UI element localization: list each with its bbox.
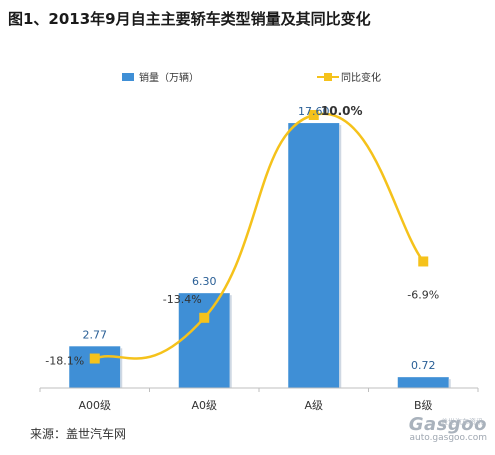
yoy-label-2: -13.4% bbox=[163, 293, 202, 306]
bar-value-label-4: 0.72 bbox=[411, 359, 436, 372]
yoy-marker-1 bbox=[89, 353, 100, 364]
chart-title: 图1、2013年9月自主主要轿车类型销量及其同比变化 bbox=[8, 10, 371, 28]
x-ticks: A00级 A0级 A级 B级 bbox=[39, 388, 479, 412]
x-tick-label-2: A0级 bbox=[191, 399, 217, 412]
yoy-label-1: -18.1% bbox=[45, 355, 84, 368]
source-note: 来源：盖世汽车网 bbox=[30, 427, 127, 441]
yoy-label-3: 10.0% bbox=[321, 104, 363, 118]
x-tick-label-1: A00级 bbox=[78, 399, 111, 412]
bar-value-label-1: 2.77 bbox=[83, 328, 108, 341]
gasgoo-watermark: 盖世汽车资讯 Gasgoo auto.gasgoo.com bbox=[395, 414, 487, 452]
bar-shadow-1 bbox=[120, 348, 123, 388]
bar-shadow-4 bbox=[448, 379, 451, 388]
data-labels: 2.77 6.30 17.60 0.72 -18.1% -13.4% 10.0% -6.9% bbox=[45, 104, 439, 372]
yoy-marker-2 bbox=[199, 312, 210, 323]
yoy-marker-3 bbox=[308, 110, 319, 120]
bar-shadow-3 bbox=[339, 125, 342, 389]
bar-value-label-3: 17.60 bbox=[298, 105, 330, 118]
watermark-cn-text: 盖世汽车资讯 bbox=[441, 418, 483, 426]
watermark-logo: Gasgoo bbox=[408, 414, 487, 435]
bar-1 bbox=[69, 346, 121, 388]
legend-line-label: 同比变化 bbox=[341, 71, 381, 84]
yoy-line bbox=[94, 112, 425, 360]
bar-2 bbox=[178, 293, 230, 388]
bar-value-label-2: 6.30 bbox=[192, 275, 217, 288]
bars-group bbox=[69, 123, 451, 389]
x-tick-label-3: A级 bbox=[304, 399, 323, 412]
yoy-marker-4 bbox=[418, 256, 429, 267]
legend-bar-label: 销量（万辆） bbox=[139, 71, 199, 84]
watermark-url: auto.gasgoo.com bbox=[409, 433, 487, 443]
legend-bar-swatch bbox=[122, 73, 134, 81]
yoy-label-4: -6.9% bbox=[407, 288, 439, 301]
bar-shadow-2 bbox=[229, 295, 232, 388]
bar-3 bbox=[288, 123, 340, 389]
legend-line-marker bbox=[324, 73, 332, 81]
legend: 销量（万辆） 同比变化 bbox=[122, 71, 381, 84]
bar-4 bbox=[397, 377, 449, 388]
x-tick-label-4: B级 bbox=[414, 399, 433, 412]
line-series bbox=[89, 110, 429, 364]
